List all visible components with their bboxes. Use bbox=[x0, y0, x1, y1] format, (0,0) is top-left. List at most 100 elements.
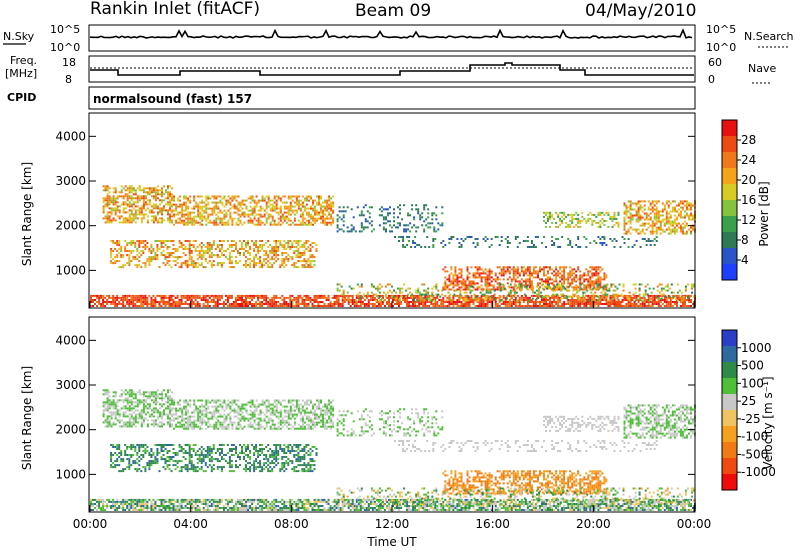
power-cell bbox=[283, 296, 286, 299]
power-cell bbox=[601, 278, 604, 281]
power-cell bbox=[513, 293, 516, 296]
power-cell bbox=[108, 199, 111, 202]
power-cell bbox=[597, 280, 600, 283]
power-cell bbox=[144, 303, 147, 305]
power-cell bbox=[589, 288, 592, 291]
power-cell bbox=[225, 223, 228, 226]
power-cell bbox=[206, 301, 209, 303]
power-cell bbox=[116, 209, 119, 212]
power-cell bbox=[496, 278, 499, 281]
power-cell bbox=[171, 199, 173, 202]
power-cell bbox=[392, 305, 394, 307]
power-cell bbox=[528, 246, 531, 248]
power-cell bbox=[405, 295, 408, 298]
power-cell bbox=[575, 280, 578, 283]
power-cell bbox=[251, 296, 254, 299]
power-cell bbox=[122, 264, 125, 267]
power-cell bbox=[293, 209, 296, 212]
power-cell bbox=[605, 276, 608, 279]
power-cell bbox=[233, 217, 236, 220]
power-cell bbox=[674, 297, 677, 300]
power-cell bbox=[106, 213, 109, 216]
power-cell bbox=[538, 295, 540, 298]
power-cell bbox=[643, 224, 646, 227]
power-cell bbox=[331, 303, 334, 305]
power-cell bbox=[530, 284, 533, 287]
power-cell bbox=[361, 303, 364, 305]
power-cell bbox=[324, 209, 327, 212]
power-cell bbox=[502, 286, 505, 289]
power-cell bbox=[156, 185, 159, 188]
power-cell bbox=[331, 296, 334, 299]
power-cell bbox=[603, 284, 606, 287]
power-cell bbox=[532, 270, 535, 273]
power-cell bbox=[213, 195, 216, 198]
power-cell bbox=[613, 217, 616, 220]
power-cell bbox=[643, 218, 646, 221]
power-cell bbox=[416, 296, 419, 299]
power-cell bbox=[569, 299, 572, 301]
power-cell bbox=[452, 282, 455, 285]
power-cell bbox=[662, 293, 665, 296]
power-cell bbox=[351, 303, 354, 305]
power-cell bbox=[237, 262, 239, 265]
power-cell bbox=[626, 295, 629, 298]
power-cell bbox=[277, 223, 280, 226]
power-cell bbox=[118, 240, 121, 242]
power-cell bbox=[259, 250, 262, 252]
power-cell bbox=[685, 208, 688, 211]
power-cell bbox=[486, 274, 489, 277]
power-cell bbox=[387, 283, 389, 286]
power-cell bbox=[471, 289, 474, 292]
power-cell bbox=[309, 244, 312, 246]
power-cell bbox=[431, 218, 434, 221]
power-cell bbox=[140, 240, 143, 242]
power-cell bbox=[249, 303, 252, 305]
power-cell bbox=[690, 204, 692, 207]
power-cell bbox=[251, 303, 254, 305]
power-cell bbox=[555, 272, 558, 275]
power-cell bbox=[688, 216, 690, 219]
power-cell bbox=[203, 217, 206, 220]
power-cell bbox=[537, 301, 539, 303]
power-cell bbox=[651, 208, 654, 211]
power-cell bbox=[579, 286, 582, 289]
power-cell bbox=[324, 219, 327, 222]
power-cell bbox=[684, 287, 687, 290]
power-cell bbox=[631, 218, 634, 221]
power-cell bbox=[318, 201, 320, 204]
power-cell bbox=[419, 218, 422, 221]
power-cell bbox=[142, 299, 145, 301]
power-cell bbox=[512, 272, 515, 275]
power-cell bbox=[310, 217, 312, 220]
power-cell bbox=[547, 303, 549, 305]
power-cell bbox=[110, 197, 113, 200]
power-cell bbox=[613, 301, 616, 303]
power-cell bbox=[192, 264, 195, 267]
power-cell bbox=[374, 287, 377, 290]
power-cell bbox=[198, 303, 201, 305]
power-cell bbox=[269, 215, 272, 218]
colorbar-segment bbox=[722, 120, 737, 137]
power-cell bbox=[126, 199, 129, 202]
power-cell bbox=[524, 296, 527, 299]
power-cell bbox=[480, 280, 483, 283]
power-cell bbox=[106, 301, 109, 303]
power-cell bbox=[591, 276, 594, 279]
power-cell bbox=[393, 208, 395, 211]
power-cell bbox=[614, 285, 617, 288]
power-cell bbox=[186, 248, 189, 250]
power-cell bbox=[138, 252, 141, 254]
power-cell bbox=[281, 201, 284, 204]
power-cell bbox=[690, 214, 692, 217]
power-cell bbox=[432, 246, 435, 248]
power-cell bbox=[275, 201, 278, 204]
power-cell bbox=[365, 303, 368, 305]
power-cell bbox=[522, 296, 525, 299]
power-cell bbox=[625, 296, 628, 299]
power-cell bbox=[253, 242, 256, 244]
power-cell bbox=[685, 214, 688, 217]
power-cell bbox=[625, 299, 628, 301]
power-cell bbox=[184, 294, 187, 297]
power-cell bbox=[460, 303, 463, 305]
